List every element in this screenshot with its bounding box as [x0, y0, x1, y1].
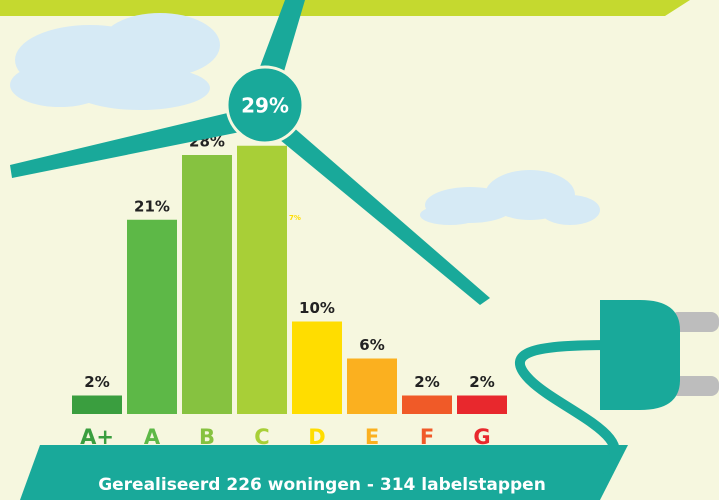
- category-label: G: [473, 425, 490, 449]
- bar: [127, 220, 177, 414]
- category-label: A+: [80, 425, 114, 449]
- annotation: 7%: [289, 214, 301, 222]
- value-label: 2%: [414, 373, 439, 391]
- bar: [402, 396, 452, 415]
- bar: [182, 155, 232, 414]
- value-label: 6%: [359, 336, 384, 354]
- bar: [72, 396, 122, 415]
- value-label: 21%: [134, 197, 170, 215]
- category-label: C: [254, 425, 269, 449]
- bar: [292, 322, 342, 415]
- category-label: F: [420, 425, 434, 449]
- value-label: 2%: [84, 373, 109, 391]
- bar: [457, 396, 507, 415]
- chart: Gerealiseerd 226 woningen - 314 labelsta…: [0, 0, 719, 500]
- bar: [237, 146, 287, 414]
- bar: [347, 359, 397, 415]
- top-banner: [0, 0, 690, 16]
- category-label: B: [199, 425, 215, 449]
- footer-text: Gerealiseerd 226 woningen - 314 labelsta…: [98, 475, 546, 495]
- value-label: 29%: [241, 94, 289, 118]
- category-label: A: [144, 425, 161, 449]
- category-label: D: [308, 425, 325, 449]
- category-label: E: [365, 425, 379, 449]
- value-label: 10%: [299, 299, 335, 317]
- page: Gerealiseerd 226 woningen - 314 labelsta…: [0, 0, 719, 500]
- value-label: 2%: [469, 373, 494, 391]
